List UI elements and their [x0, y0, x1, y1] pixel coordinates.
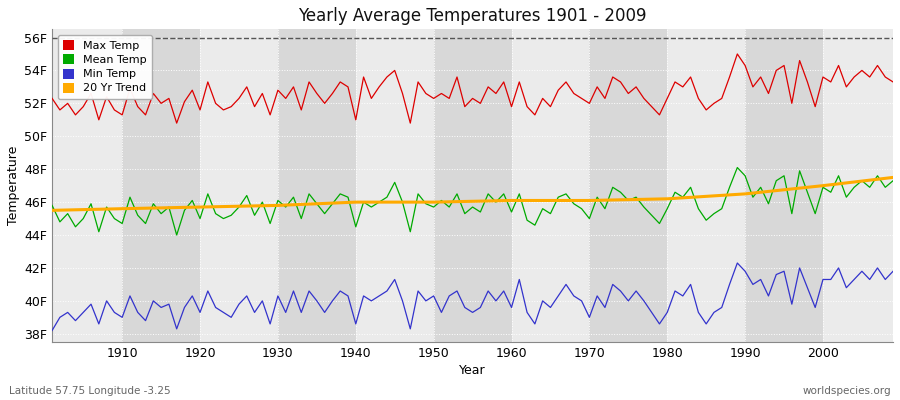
Bar: [278, 29, 356, 342]
Title: Yearly Average Temperatures 1901 - 2009: Yearly Average Temperatures 1901 - 2009: [298, 7, 647, 25]
X-axis label: Year: Year: [459, 364, 486, 377]
Legend: Max Temp, Mean Temp, Min Temp, 20 Yr Trend: Max Temp, Mean Temp, Min Temp, 20 Yr Tre…: [58, 35, 152, 99]
Bar: [356, 29, 434, 342]
Y-axis label: Temperature: Temperature: [7, 146, 20, 225]
Text: worldspecies.org: worldspecies.org: [803, 386, 891, 396]
Bar: [823, 29, 893, 342]
Bar: [52, 29, 122, 342]
Bar: [590, 29, 667, 342]
Bar: [434, 29, 511, 342]
Bar: [745, 29, 823, 342]
Bar: [200, 29, 278, 342]
Bar: [122, 29, 200, 342]
Text: Latitude 57.75 Longitude -3.25: Latitude 57.75 Longitude -3.25: [9, 386, 171, 396]
Bar: [511, 29, 590, 342]
Bar: [667, 29, 745, 342]
